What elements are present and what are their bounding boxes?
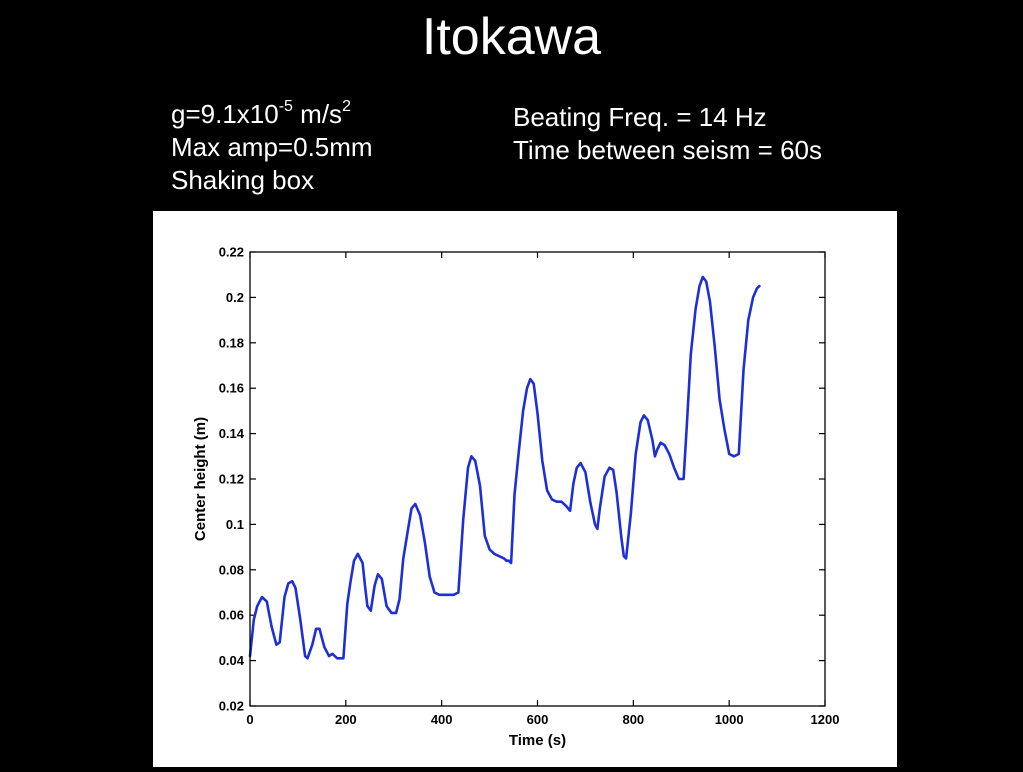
y-tick-label: 0.08 — [219, 562, 244, 577]
y-tick-label: 0.14 — [219, 426, 245, 441]
y-tick-label: 0.06 — [219, 608, 244, 623]
series-line — [248, 275, 761, 660]
left-info-block: g=9.1x10-5 m/s2 Max amp=0.5mm Shaking bo… — [171, 98, 373, 197]
x-tick-label: 200 — [335, 712, 357, 727]
x-tick-label: 800 — [622, 712, 644, 727]
y-tick-label: 0.18 — [219, 335, 244, 350]
y-tick-label: 0.22 — [219, 245, 244, 260]
plot-frame — [249, 251, 826, 707]
x-tick-label: 1200 — [811, 712, 840, 727]
height-vs-time-chart: 0 200 400 600 800 1000 1200 0.02 0.04 0.06 0.08 0.1… — [192, 245, 840, 750]
gravity-unit: m/s — [292, 99, 343, 129]
y-tick-label: 0.1 — [226, 517, 244, 532]
beating-freq-line: Beating Freq. = 14 Hz — [513, 102, 767, 132]
ticks-layer: 0 200 400 600 800 1000 1200 0.02 0.04 0.06 0.08 0.1… — [219, 245, 840, 728]
y-tick-label: 0.2 — [226, 290, 244, 305]
right-info-block: Beating Freq. = 14 Hz Time between seism… — [513, 101, 822, 167]
y-tick-label: 0.12 — [219, 472, 244, 487]
gravity-unit-exponent: 2 — [342, 98, 351, 116]
x-tick-label: 1000 — [715, 712, 744, 727]
y-axis-label: Center height (m) — [192, 417, 209, 541]
y-tick-label: 0.02 — [219, 699, 244, 714]
gravity-exponent: -5 — [278, 98, 293, 116]
time-between-line: Time between seism = 60s — [513, 135, 823, 165]
max-amp-line: Max amp=0.5mm — [171, 132, 373, 162]
gravity-prefix: g=9.1x10 — [171, 99, 279, 129]
plot-panel: 0 200 400 600 800 1000 1200 0.02 0.04 0.06 0.08 0.1… — [153, 211, 897, 767]
gravity-line: g=9.1x10-5 m/s2 — [171, 98, 373, 131]
x-tick-label: 400 — [431, 712, 453, 727]
y-tick-label: 0.16 — [219, 381, 244, 396]
x-tick-label: 0 — [246, 712, 253, 727]
x-axis-label: Time (s) — [509, 732, 566, 749]
x-tick-label: 600 — [527, 712, 549, 727]
y-tick-label: 0.04 — [219, 653, 245, 668]
method-line: Shaking box — [171, 165, 315, 195]
slide-title: Itokawa — [421, 8, 602, 66]
